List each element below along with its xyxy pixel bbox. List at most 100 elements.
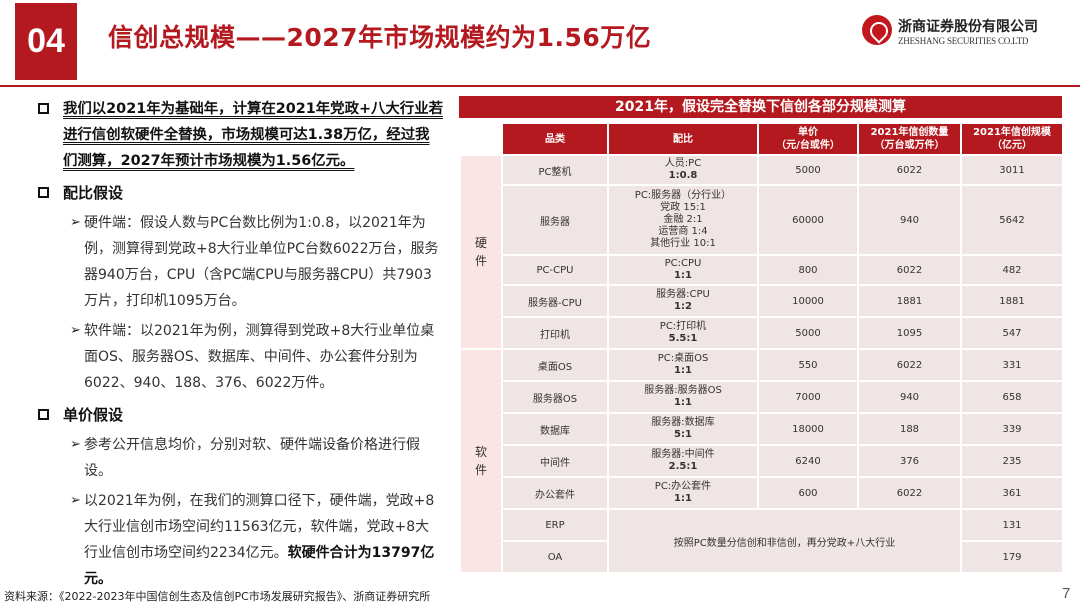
- price-cell: 60000: [757, 184, 859, 256]
- quantity-cell: 6022: [857, 254, 962, 286]
- table-row: 办公套件 PC:办公套件 1:1 600 6022 361: [460, 476, 1064, 510]
- table-row: 打印机 PC:打印机 5.5:1 5000 1095 547: [460, 316, 1064, 350]
- price-item-1-text: 参考公开信息均价，分别对软、硬件端设备价格进行假设。: [84, 437, 420, 479]
- arrow-bullet-icon: ➢: [70, 493, 81, 508]
- header-cell: 2021年信创规模 （亿元）: [960, 122, 1064, 156]
- scale-cell: 1881: [960, 284, 1064, 318]
- scale-cell: 5642: [960, 184, 1064, 256]
- scale-cell: 331: [960, 348, 1064, 382]
- price-cell: 10000: [757, 284, 859, 318]
- item-cell: 数据库: [501, 412, 609, 446]
- group-software: 软 件: [459, 348, 503, 574]
- quantity-cell: 188: [857, 412, 962, 446]
- ratio-line: 5:1: [674, 429, 692, 440]
- ratio-line: 运营商 1:4: [658, 226, 708, 237]
- item-cell: 打印机: [501, 316, 609, 350]
- ratio-line: 1:1: [674, 365, 692, 376]
- item-cell: 服务器-CPU: [501, 284, 609, 318]
- table-row: 服务器-CPU 服务器:CPU 1:2 10000 1881 1881: [460, 284, 1064, 318]
- logo-english-name: ZHESHANG SECURITIES CO.LTD: [898, 36, 1029, 46]
- ratio-hardware-text: 硬件端：假设人数与PC台数比例为1:0.8，以2021年为例，测算得到党政+8大…: [84, 215, 439, 309]
- table-row: 服务器 PC:服务器（分行业） 党政 15:1 金融 2:1 运营商 1:4 其他行业 1…: [460, 184, 1064, 256]
- table-row: 服务器OS 服务器:服务器OS 1:1 7000 940 658: [460, 380, 1064, 414]
- ratio-cell: PC:打印机 5.5:1: [607, 316, 759, 350]
- ratio-cell: PC:办公套件 1:1: [607, 476, 759, 510]
- ratio-line: 2.5:1: [668, 461, 698, 472]
- ratio-line: 党政 15:1: [660, 202, 706, 213]
- price-cell: 800: [757, 254, 859, 286]
- square-bullet-icon: [38, 187, 49, 198]
- quantity-cell: 376: [857, 444, 962, 478]
- ratio-line: 1:2: [674, 301, 692, 312]
- estimate-table-panel: 2021年，假设完全替换下信创各部分规模测算 品类 配比 单价 （元/台或件） …: [459, 96, 1064, 574]
- table-title: 2021年，假设完全替换下信创各部分规模测算: [459, 96, 1062, 118]
- ratio-line: 服务器:服务器OS: [644, 385, 722, 396]
- quantity-cell: 6022: [857, 154, 962, 186]
- quantity-cell: 1881: [857, 284, 962, 318]
- ratio-line: 1:0.8: [668, 170, 698, 181]
- ratio-cell: 人员:PC 1:0.8: [607, 154, 759, 186]
- ratio-line: PC:桌面OS: [657, 353, 709, 364]
- scale-cell: 235: [960, 444, 1064, 478]
- ratio-heading: 配比假设: [63, 184, 124, 202]
- arrow-bullet-icon: ➢: [70, 215, 81, 230]
- table-row: 数据库 服务器:数据库 5:1 18000 188 339: [460, 412, 1064, 446]
- arrow-bullet-icon: ➢: [70, 437, 81, 452]
- ratio-section: 配比假设: [38, 180, 443, 206]
- header-cell: 2021年信创数量 （万台或万件）: [857, 122, 962, 156]
- price-cell: 550: [757, 348, 859, 382]
- item-cell: PC整机: [501, 154, 609, 186]
- table-row: PC-CPU PC:CPU 1:1 800 6022 482: [460, 254, 1064, 286]
- source-note: 资料来源：《2022-2023年中国信创生态及信创PC市场发展研究报告》、浙商证…: [4, 590, 431, 603]
- erp-oa-note: 按照PC数量分信创和非信创，再分党政+八大行业: [607, 508, 962, 574]
- text-column: 我们以2021年为基础年，计算在2021年党政+八大行业若进行信创软硬件全替换，…: [38, 96, 443, 592]
- price-item-1: ➢ 参考公开信息均价，分别对软、硬件端设备价格进行假设。: [70, 432, 443, 484]
- ratio-line: 服务器:CPU: [656, 289, 710, 300]
- price-cell: 600: [757, 476, 859, 510]
- ratio-line: 其他行业 10:1: [650, 238, 716, 249]
- page-title: 信创总规模——2027年市场规模约为1.56万亿: [108, 23, 652, 52]
- ratio-cell: 服务器:服务器OS 1:1: [607, 380, 759, 414]
- ratio-line: PC:CPU: [664, 258, 702, 269]
- ratio-line: 人员:PC: [664, 158, 702, 169]
- scale-cell: 658: [960, 380, 1064, 414]
- item-cell: 中间件: [501, 444, 609, 478]
- ratio-cell: PC:CPU 1:1: [607, 254, 759, 286]
- ratio-line: 1:1: [674, 397, 692, 408]
- ratio-cell: PC:服务器（分行业） 党政 15:1 金融 2:1 运营商 1:4 其他行业 10:1: [607, 184, 759, 256]
- ratio-line: 金融 2:1: [663, 214, 703, 225]
- item-cell: 办公套件: [501, 476, 609, 510]
- company-logo: 浙商证券股份有限公司 ZHESHANG SECURITIES CO.LTD: [862, 15, 1062, 51]
- item-cell: 服务器OS: [501, 380, 609, 414]
- scale-cell: 131: [960, 508, 1064, 542]
- price-cell: 6240: [757, 444, 859, 478]
- price-heading: 单价假设: [63, 406, 124, 424]
- table-row: 软 件桌面OS PC:桌面OS 1:1 550 6022 331: [459, 348, 1064, 574]
- title-divider: [0, 85, 1080, 87]
- table-row: OA 179: [460, 540, 1064, 574]
- ratio-hardware-item: ➢ 硬件端：假设人数与PC台数比例为1:0.8，以2021年为例，测算得到党政+…: [70, 210, 443, 314]
- quantity-cell: 6022: [857, 476, 962, 510]
- ratio-line: 1:1: [674, 270, 692, 281]
- intro-paragraph: 我们以2021年为基础年，计算在2021年党政+八大行业若进行信创软硬件全替换，…: [63, 101, 443, 169]
- scale-cell: 482: [960, 254, 1064, 286]
- intro-bullet: 我们以2021年为基础年，计算在2021年党政+八大行业若进行信创软硬件全替换，…: [38, 96, 443, 174]
- item-cell: 服务器: [501, 184, 609, 256]
- square-bullet-icon: [38, 409, 49, 420]
- quantity-cell: 6022: [857, 348, 962, 382]
- estimate-table: 品类 配比 单价 （元/台或件） 2021年信创数量 （万台或万件） 2021年…: [459, 122, 1064, 574]
- price-item-2-text: 以2021年为例，在我们的测算口径下，硬件端，党政+8大行业信创市场空间约115…: [84, 493, 435, 587]
- table-row: ERP 按照PC数量分信创和非信创，再分党政+八大行业 131: [460, 508, 1064, 574]
- scale-cell: 547: [960, 316, 1064, 350]
- square-bullet-icon: [38, 103, 49, 114]
- item-cell: ERP: [501, 508, 609, 542]
- quantity-cell: 940: [857, 380, 962, 414]
- header-blank: [459, 122, 503, 156]
- ratio-line: PC:打印机: [659, 321, 707, 332]
- price-cell: 5000: [757, 316, 859, 350]
- ratio-cell: 服务器:CPU 1:2: [607, 284, 759, 318]
- item-cell: 桌面OS: [501, 348, 609, 382]
- group-hardware: 硬 件: [459, 154, 503, 350]
- item-cell: PC-CPU: [501, 254, 609, 286]
- ratio-cell: PC:桌面OS 1:1: [607, 348, 759, 382]
